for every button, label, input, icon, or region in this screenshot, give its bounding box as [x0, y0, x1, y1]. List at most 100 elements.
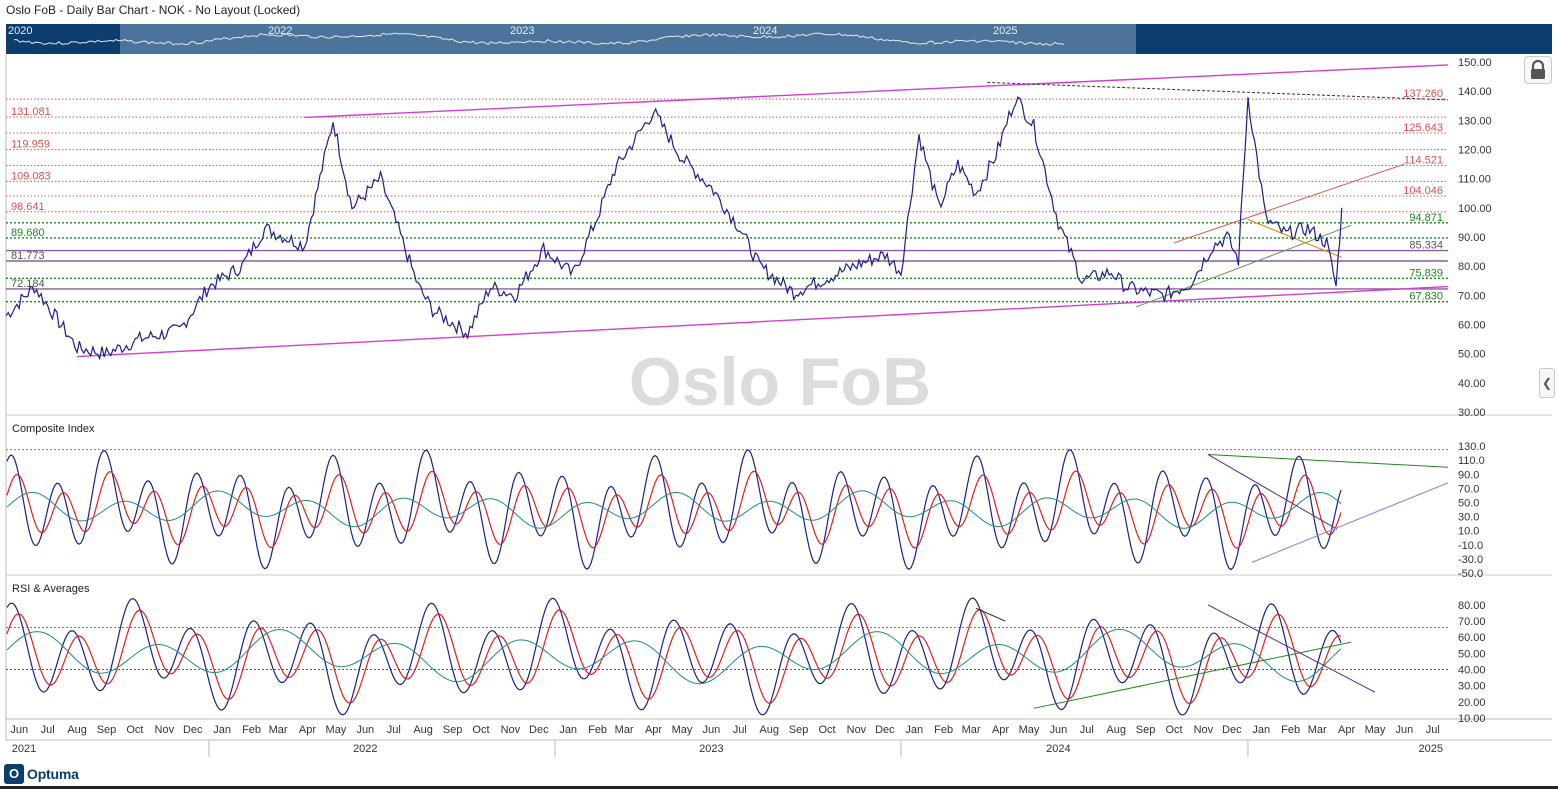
month-label: Oct	[126, 724, 143, 736]
price-axis-tick: 130.00	[1458, 115, 1492, 127]
month-label: Apr	[1338, 724, 1355, 736]
price-axis-tick: 70.00	[1458, 290, 1486, 302]
composite-axis-tick: 30.0	[1458, 512, 1479, 524]
composite-axis-tick: 110.0	[1458, 455, 1485, 467]
composite-line	[6, 449, 1342, 571]
navigator-year: 2023	[510, 25, 535, 37]
level-label: 75.839	[1409, 267, 1443, 279]
rsi-fast-average	[6, 609, 1342, 705]
month-label: Jan	[213, 724, 231, 736]
month-label: Sep	[1136, 724, 1156, 736]
price-axis-tick: 50.00	[1458, 349, 1486, 361]
month-label: Feb	[242, 724, 261, 736]
composite-slow-average	[6, 490, 1342, 529]
composite-trend-line	[1207, 454, 1338, 530]
month-label: Jun	[10, 724, 28, 736]
collapse-panel-button[interactable]: ❮	[1539, 368, 1555, 398]
month-label: Nov	[501, 724, 521, 736]
month-label: Nov	[155, 724, 175, 736]
level-label: 98.641	[11, 201, 45, 213]
rsi-axis-tick: 80.00	[1458, 600, 1486, 612]
composite-axis-tick: -50.0	[1458, 568, 1483, 580]
price-axis-tick: 40.00	[1458, 378, 1486, 390]
month-label: Mar	[1308, 724, 1327, 736]
upper-trend-line	[304, 64, 1449, 119]
month-label: May	[1365, 724, 1386, 736]
month-label: May	[672, 724, 693, 736]
composite-axis-tick: 70.0	[1458, 483, 1479, 495]
level-label: 104.046	[1403, 185, 1443, 197]
level-label: 114.521	[1404, 154, 1443, 166]
rsi-trend-line	[1033, 641, 1352, 709]
month-label: Apr	[992, 724, 1009, 736]
navigator-window[interactable]	[120, 24, 1136, 54]
year-label: 2025	[1419, 743, 1443, 755]
month-label: Jul	[1426, 724, 1440, 736]
watermark: Oslo FoB	[629, 344, 931, 420]
lock-icon	[1531, 59, 1545, 79]
level-label: 81.773	[11, 250, 45, 262]
month-label: Oct	[1165, 724, 1182, 736]
price-axis-tick: 140.00	[1458, 86, 1492, 98]
rsi-axis-tick: 10.00	[1458, 713, 1486, 725]
month-label: Jun	[1396, 724, 1414, 736]
rising-channel-line	[1173, 163, 1405, 244]
month-label: Oct	[472, 724, 489, 736]
rsi-trend-line	[1207, 604, 1376, 693]
level-label: 119.959	[11, 139, 50, 151]
rsi-axis-tick: 60.00	[1458, 632, 1486, 644]
month-label: Aug	[413, 724, 433, 736]
month-label: Nov	[847, 724, 867, 736]
composite-axis-tick: -10.0	[1458, 540, 1483, 552]
month-label: Feb	[1281, 724, 1300, 736]
rsi-slow-average	[6, 628, 1342, 685]
composite-axis-tick: 130.0	[1458, 441, 1486, 453]
navigator-year: 2020	[8, 25, 33, 37]
date-navigator[interactable]: 2020 2022 2023 2024 2025	[6, 24, 1552, 54]
month-label: Jul	[1080, 724, 1094, 736]
composite-axis-tick: -30.0	[1458, 554, 1483, 566]
falling-trend-line	[1247, 219, 1343, 258]
year-label: 2021	[12, 743, 36, 755]
level-label: 67.830	[1409, 291, 1443, 303]
dashed-resistance-line	[987, 81, 1449, 101]
price-axis-tick: 30.00	[1458, 407, 1486, 419]
price-axis-tick: 110.00	[1458, 174, 1491, 186]
month-label: Dec	[1222, 724, 1242, 736]
year-label: 2022	[353, 743, 377, 755]
composite-axis-tick: 90.0	[1458, 469, 1479, 481]
month-label: Jun	[1049, 724, 1067, 736]
chart-title: Oslo FoB - Daily Bar Chart - NOK - No La…	[6, 3, 301, 17]
month-label: Jul	[387, 724, 401, 736]
level-label: 137.260	[1403, 88, 1443, 100]
year-label: 2024	[1046, 743, 1070, 755]
rsi-panel-title: RSI & Averages	[12, 583, 90, 595]
price-axis-tick: 100.00	[1458, 203, 1492, 215]
navigator-sparkline	[13, 32, 1065, 46]
month-label: Feb	[934, 724, 953, 736]
month-label: Jun	[702, 724, 720, 736]
month-label: Jul	[41, 724, 55, 736]
month-label: May	[1019, 724, 1040, 736]
price-axis-tick: 120.00	[1458, 145, 1492, 157]
month-label: Mar	[962, 724, 981, 736]
level-label: 85.334	[1409, 240, 1443, 252]
month-label: Jan	[1252, 724, 1270, 736]
month-label: Jan	[559, 724, 577, 736]
level-label: 131.081	[11, 106, 51, 118]
price-line	[5, 96, 1343, 361]
navigator-year: 2025	[993, 25, 1018, 37]
month-label: Mar	[615, 724, 634, 736]
month-label: Feb	[588, 724, 607, 736]
price-axis-tick: 150.00	[1458, 57, 1492, 69]
rsi-axis-tick: 30.00	[1458, 681, 1486, 693]
lock-button[interactable]	[1524, 56, 1552, 84]
bottom-border	[0, 786, 1558, 789]
month-label: Dec	[529, 724, 549, 736]
level-label: 109.083	[11, 170, 51, 182]
navigator-line	[13, 32, 1065, 46]
level-label: 89.680	[11, 227, 45, 239]
month-label: Apr	[299, 724, 316, 736]
rsi-axis-tick: 20.00	[1458, 697, 1486, 709]
